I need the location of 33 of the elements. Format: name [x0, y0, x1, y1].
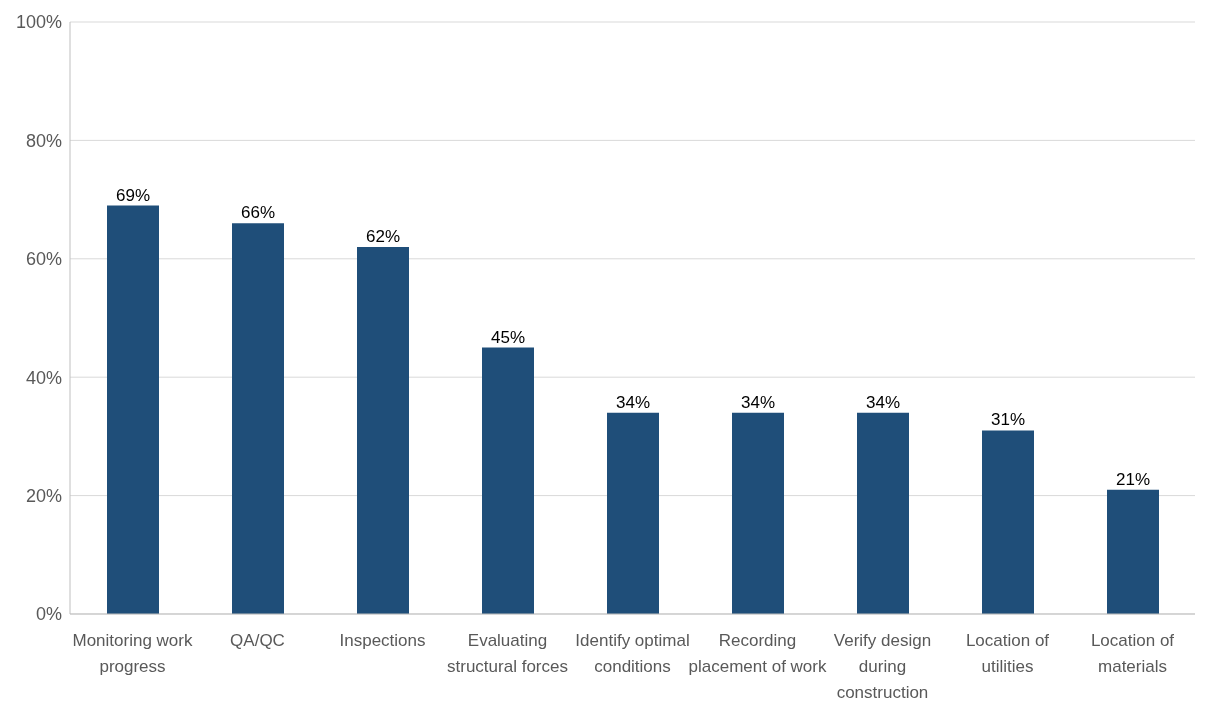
x-tick-label: Location of utilities: [965, 631, 1050, 676]
x-tick-label: Recording placement of work: [688, 631, 827, 676]
x-tick-label: Location of materials: [1090, 631, 1175, 676]
bar: [357, 246, 409, 614]
data-label: 31%: [990, 410, 1026, 430]
data-label: 34%: [740, 392, 776, 412]
data-label: 66%: [240, 203, 276, 223]
x-tick-label: QA/QC: [230, 631, 285, 650]
bar: [857, 412, 909, 614]
y-tick-label: 20%: [25, 485, 62, 506]
bar: [107, 205, 159, 614]
x-tick-label: Inspections: [339, 631, 426, 650]
y-tick-label: 100%: [15, 12, 62, 33]
data-label: 45%: [490, 327, 526, 347]
x-tick-label: Monitoring work progress: [72, 631, 193, 676]
bar: [482, 347, 534, 614]
data-label: 21%: [1115, 469, 1151, 489]
y-tick-label: 80%: [25, 130, 62, 151]
bar: [232, 223, 284, 614]
x-tick-label: Identify optimal conditions: [575, 631, 690, 676]
x-tick-label: Evaluating structural forces: [447, 631, 568, 676]
bar: [607, 412, 659, 614]
bar: [982, 430, 1034, 614]
data-label: 69%: [115, 185, 151, 205]
data-label: 34%: [865, 392, 901, 412]
x-tick-label: Verify design during construction: [833, 631, 932, 702]
data-label: 62%: [365, 226, 401, 246]
y-tick-label: 60%: [25, 249, 62, 270]
bar: [1107, 489, 1159, 614]
bar: [732, 412, 784, 614]
y-tick-label: 40%: [25, 367, 62, 388]
data-label: 34%: [615, 392, 651, 412]
y-tick-label: 0%: [35, 604, 62, 625]
